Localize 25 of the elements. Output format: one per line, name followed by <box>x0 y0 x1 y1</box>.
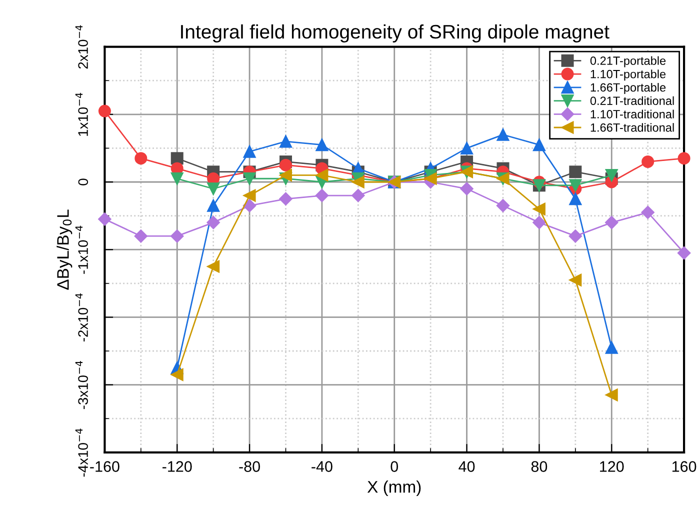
chart-title: Integral field homogeneity of SRing dipole magnet <box>181 24 610 42</box>
x-tick-label: 40 <box>458 461 475 472</box>
legend-label: 1.10T-portable <box>590 70 666 81</box>
x-tick-label: 80 <box>531 461 548 472</box>
y-tick-label: -1x10$^{−4}$ <box>75 226 88 274</box>
x-tick-label: -160 <box>90 461 120 472</box>
legend-label: 1.10T-traditional <box>590 110 674 118</box>
x-tick-label: -120 <box>162 461 192 472</box>
y-axis-title: ΔByL/By$_{0}$L <box>56 210 72 290</box>
x-tick-label: -80 <box>239 461 260 472</box>
x-tick-label: 0 <box>390 461 398 472</box>
y-tick-label: -4x10$^{−4}$ <box>75 428 88 477</box>
legend-label: 1.66T-portable <box>590 82 666 94</box>
x-tick-label: 120 <box>600 461 624 472</box>
x-tick-label: -40 <box>312 461 332 472</box>
legend-label: 0.21T-portable <box>590 56 666 68</box>
legend-label: 0.21T-traditional <box>590 96 674 106</box>
y-tick-label: 2x10$^{−4}$ <box>75 25 88 69</box>
y-tick-label: -2x10$^{−4}$ <box>75 293 88 342</box>
y-tick-label: 0 <box>78 178 88 186</box>
x-axis-title: X (mm) <box>367 480 421 496</box>
legend-label: 1.66T-traditional <box>590 123 674 132</box>
y-tick-label: -3x10$^{−4}$ <box>75 361 88 410</box>
y-tick-label: 1x10$^{−4}$ <box>75 92 88 136</box>
x-tick-label: 160 <box>672 461 696 472</box>
